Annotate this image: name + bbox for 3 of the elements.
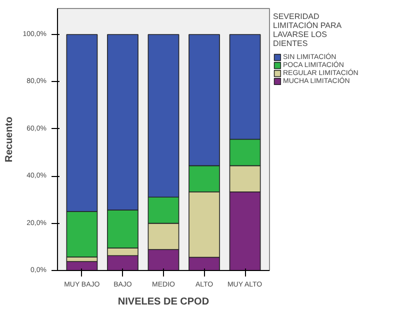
legend-title: SEVERIDAD LIMITACIÓN PARA LAVARSE LOS DIENTES xyxy=(273,12,343,48)
x-axis-title: NIVELES DE CPOD xyxy=(118,296,210,308)
y-axis-title: Recuento xyxy=(4,116,15,162)
